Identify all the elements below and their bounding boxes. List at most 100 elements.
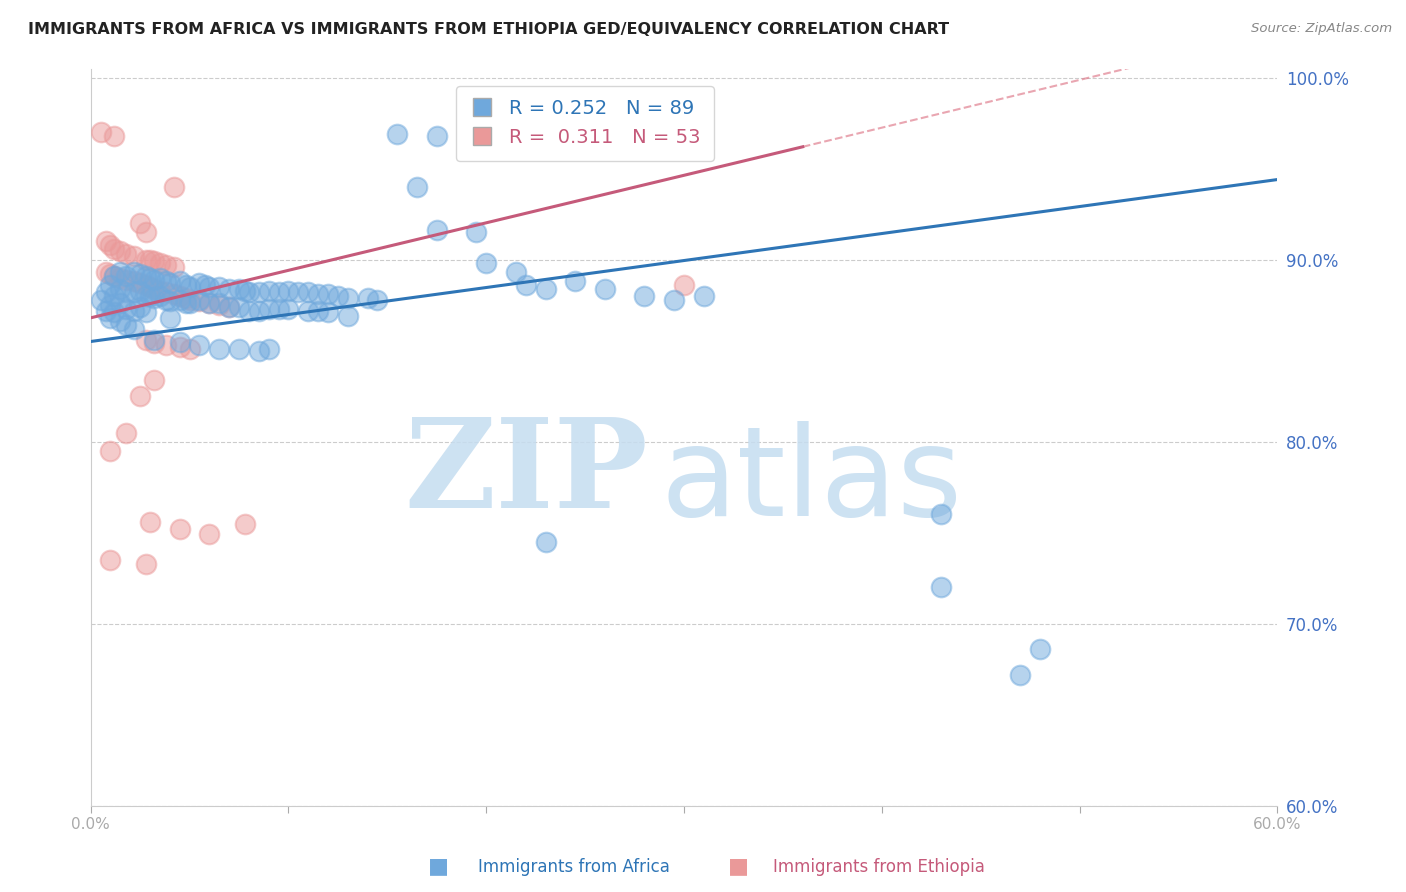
Point xyxy=(122,322,145,336)
Point xyxy=(100,267,122,281)
Point xyxy=(135,225,157,239)
Point xyxy=(159,294,181,309)
Point xyxy=(179,280,201,294)
Point xyxy=(387,127,409,141)
Point xyxy=(163,287,186,301)
Point xyxy=(247,303,270,318)
Point xyxy=(96,235,118,249)
Text: ■: ■ xyxy=(429,856,449,876)
Point xyxy=(198,280,221,294)
Point xyxy=(297,303,319,318)
Point xyxy=(129,300,152,314)
Point xyxy=(515,278,537,293)
Point xyxy=(247,343,270,358)
Point xyxy=(307,287,329,301)
Point xyxy=(103,289,125,303)
Point xyxy=(129,267,152,281)
Point xyxy=(534,282,557,296)
Text: Immigrants from Ethiopia: Immigrants from Ethiopia xyxy=(773,858,986,876)
Point xyxy=(129,216,152,230)
Point xyxy=(149,256,172,270)
Text: ZIP: ZIP xyxy=(405,413,648,534)
Point xyxy=(233,516,256,531)
Point xyxy=(103,305,125,319)
Point xyxy=(174,278,197,293)
Point xyxy=(142,336,165,351)
Point xyxy=(142,373,165,387)
Point xyxy=(135,289,157,303)
Point xyxy=(122,249,145,263)
Point xyxy=(100,310,122,325)
Point xyxy=(110,296,132,310)
Point xyxy=(96,303,118,318)
Point xyxy=(122,265,145,279)
Point xyxy=(1029,642,1052,657)
Point xyxy=(188,338,211,352)
Point xyxy=(208,280,231,294)
Point xyxy=(267,301,290,316)
Point xyxy=(149,284,172,298)
Point xyxy=(169,289,191,303)
Point xyxy=(208,342,231,356)
Point xyxy=(356,291,378,305)
Point xyxy=(316,305,339,319)
Point xyxy=(155,285,177,300)
Point xyxy=(267,285,290,300)
Point xyxy=(159,310,181,325)
Point xyxy=(465,225,488,239)
Point xyxy=(169,340,191,354)
Point xyxy=(287,285,309,300)
Point xyxy=(135,268,157,283)
Point xyxy=(208,298,231,312)
Text: Immigrants from Africa: Immigrants from Africa xyxy=(478,858,669,876)
Point xyxy=(110,282,132,296)
Point xyxy=(426,128,449,143)
Point xyxy=(366,293,388,307)
Point xyxy=(142,282,165,296)
Point xyxy=(122,303,145,318)
Point xyxy=(475,256,498,270)
Point xyxy=(277,284,299,298)
Point xyxy=(139,280,162,294)
Point xyxy=(208,296,231,310)
Point xyxy=(142,254,165,268)
Point xyxy=(100,298,122,312)
Point xyxy=(110,270,132,285)
Point xyxy=(103,268,125,283)
Point xyxy=(218,282,240,296)
Point xyxy=(115,247,138,261)
Point xyxy=(257,284,280,298)
Point xyxy=(257,342,280,356)
Point xyxy=(564,275,586,289)
Point xyxy=(110,265,132,279)
Point xyxy=(103,242,125,256)
Point xyxy=(174,291,197,305)
Point xyxy=(89,125,111,139)
Point xyxy=(179,342,201,356)
Point xyxy=(115,268,138,283)
Point xyxy=(122,285,145,300)
Point xyxy=(115,318,138,332)
Point xyxy=(228,282,250,296)
Point xyxy=(115,272,138,286)
Point xyxy=(505,265,527,279)
Point xyxy=(218,300,240,314)
Text: atlas: atlas xyxy=(661,421,963,541)
Point xyxy=(188,277,211,291)
Text: ■: ■ xyxy=(728,856,748,876)
Point xyxy=(307,303,329,318)
Point xyxy=(100,278,122,293)
Point xyxy=(135,305,157,319)
Point xyxy=(100,238,122,252)
Text: IMMIGRANTS FROM AFRICA VS IMMIGRANTS FROM ETHIOPIA GED/EQUIVALENCY CORRELATION C: IMMIGRANTS FROM AFRICA VS IMMIGRANTS FRO… xyxy=(28,22,949,37)
Point xyxy=(135,333,157,347)
Point xyxy=(929,508,952,522)
Point xyxy=(277,301,299,316)
Point xyxy=(673,278,696,293)
Point xyxy=(163,260,186,274)
Point xyxy=(534,534,557,549)
Point xyxy=(169,522,191,536)
Point xyxy=(163,179,186,194)
Point xyxy=(169,334,191,349)
Point xyxy=(110,244,132,258)
